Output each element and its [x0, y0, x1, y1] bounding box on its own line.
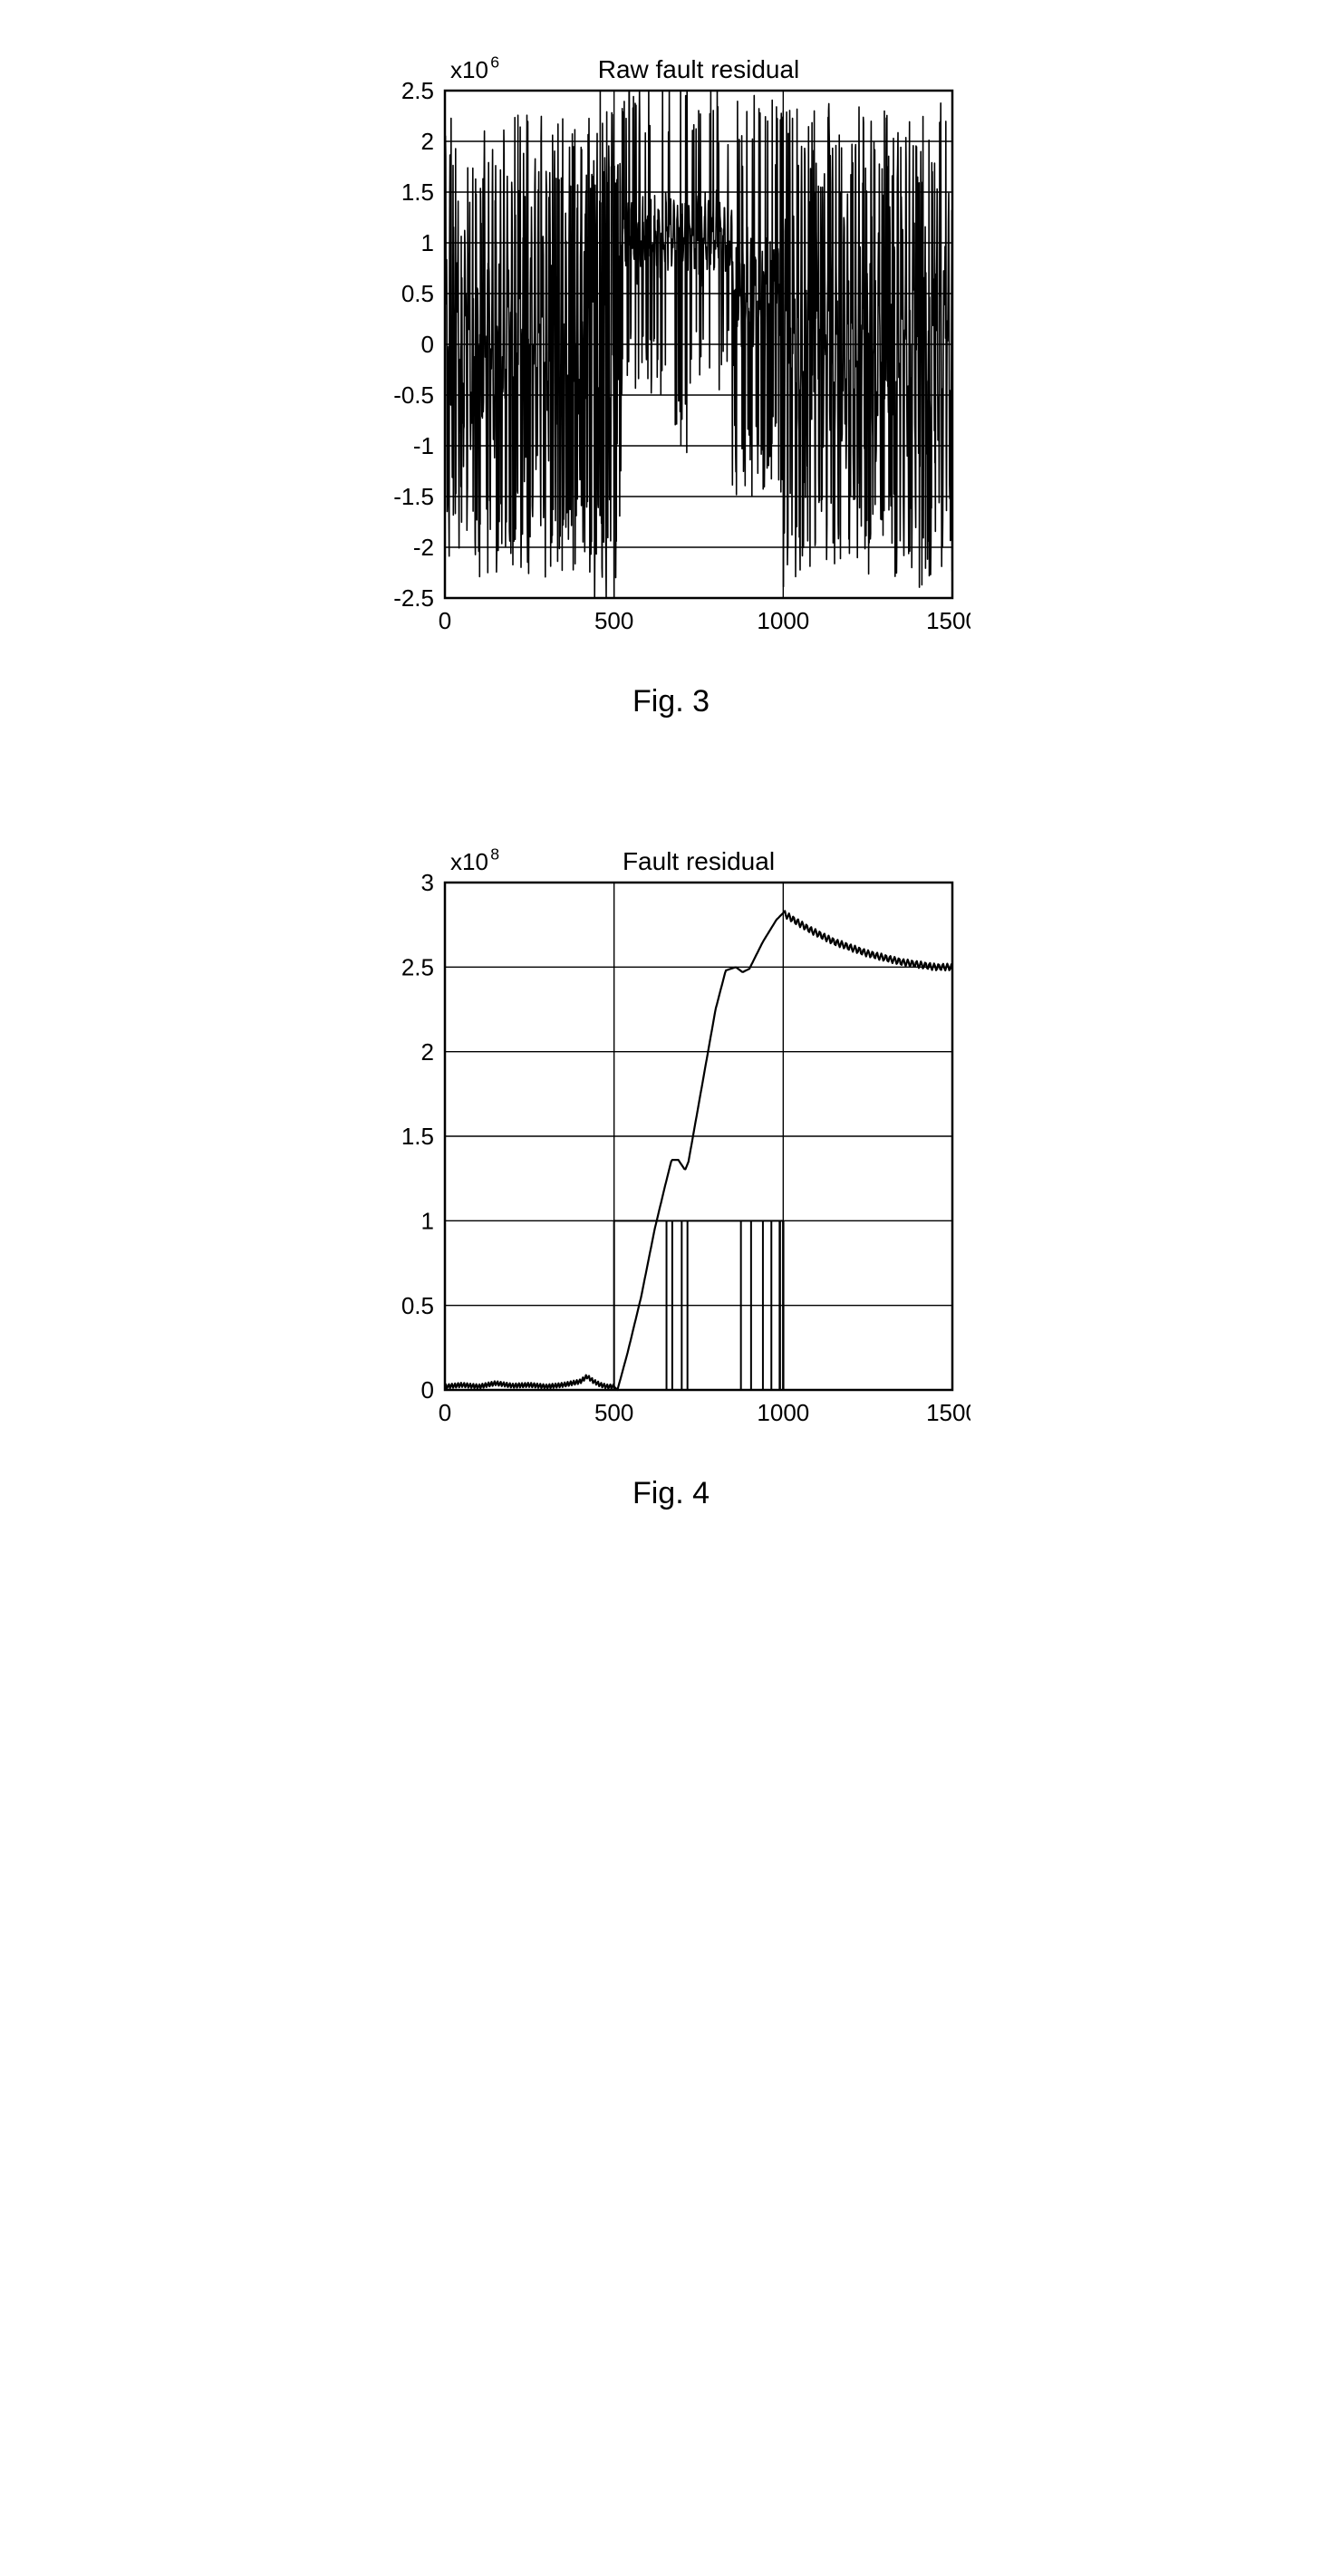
chart-fig3: -2.5 -2 -1.5 -1 -0.5 0 0.5 1 1.5 2 2.5 0 500 1000 1500…	[354, 36, 970, 652]
svg-text:500: 500	[594, 607, 632, 634]
svg-text:2: 2	[420, 1038, 433, 1066]
figure-3-container: -2.5 -2 -1.5 -1 -0.5 0 0.5 1 1.5 2 2.5 0 500 1000 1500…	[354, 36, 989, 719]
svg-text:500: 500	[594, 1399, 632, 1426]
svg-text:1: 1	[420, 229, 433, 256]
svg-text:x10: x10	[450, 56, 488, 83]
svg-text:x10: x10	[450, 848, 488, 875]
svg-text:-1.5: -1.5	[393, 483, 434, 510]
svg-text:2.5: 2.5	[401, 953, 433, 980]
svg-text:-2.5: -2.5	[393, 584, 434, 612]
svg-text:1: 1	[420, 1207, 433, 1234]
figure-3-caption-text: Fig. 3	[632, 684, 710, 719]
svg-text:Fault residual: Fault residual	[622, 847, 774, 875]
svg-text:Raw fault residual: Raw fault residual	[597, 55, 799, 83]
svg-text:0.5: 0.5	[401, 1292, 433, 1319]
svg-text:2.5: 2.5	[401, 77, 433, 104]
svg-text:2: 2	[420, 128, 433, 155]
svg-text:1500: 1500	[926, 1399, 970, 1426]
svg-text:1000: 1000	[757, 607, 809, 634]
svg-text:0: 0	[438, 1399, 450, 1426]
svg-text:-0.5: -0.5	[393, 381, 434, 409]
figure-4-caption-text: Fig. 4	[632, 1476, 710, 1510]
svg-text:1000: 1000	[757, 1399, 809, 1426]
svg-text:-2: -2	[412, 534, 433, 561]
figure-4-caption: Fig. 4	[354, 1476, 989, 1511]
svg-text:0: 0	[438, 607, 450, 634]
svg-text:0: 0	[420, 1376, 433, 1404]
chart-fig4: 0 0.5 1 1.5 2 2.5 3 0 500 1000 1500 Fault residual x…	[354, 828, 970, 1444]
svg-text:-1: -1	[412, 432, 433, 459]
svg-text:1.5: 1.5	[401, 1123, 433, 1150]
svg-text:3: 3	[420, 869, 433, 896]
svg-text:1.5: 1.5	[401, 178, 433, 206]
svg-text:8: 8	[490, 844, 499, 863]
svg-text:1500: 1500	[926, 607, 970, 634]
figure-4-container: 0 0.5 1 1.5 2 2.5 3 0 500 1000 1500 Fault residual x…	[354, 828, 989, 1511]
figure-3-caption: Fig. 3	[354, 684, 989, 719]
svg-text:0: 0	[420, 331, 433, 358]
svg-text:6: 6	[490, 53, 499, 71]
svg-text:0.5: 0.5	[401, 280, 433, 307]
